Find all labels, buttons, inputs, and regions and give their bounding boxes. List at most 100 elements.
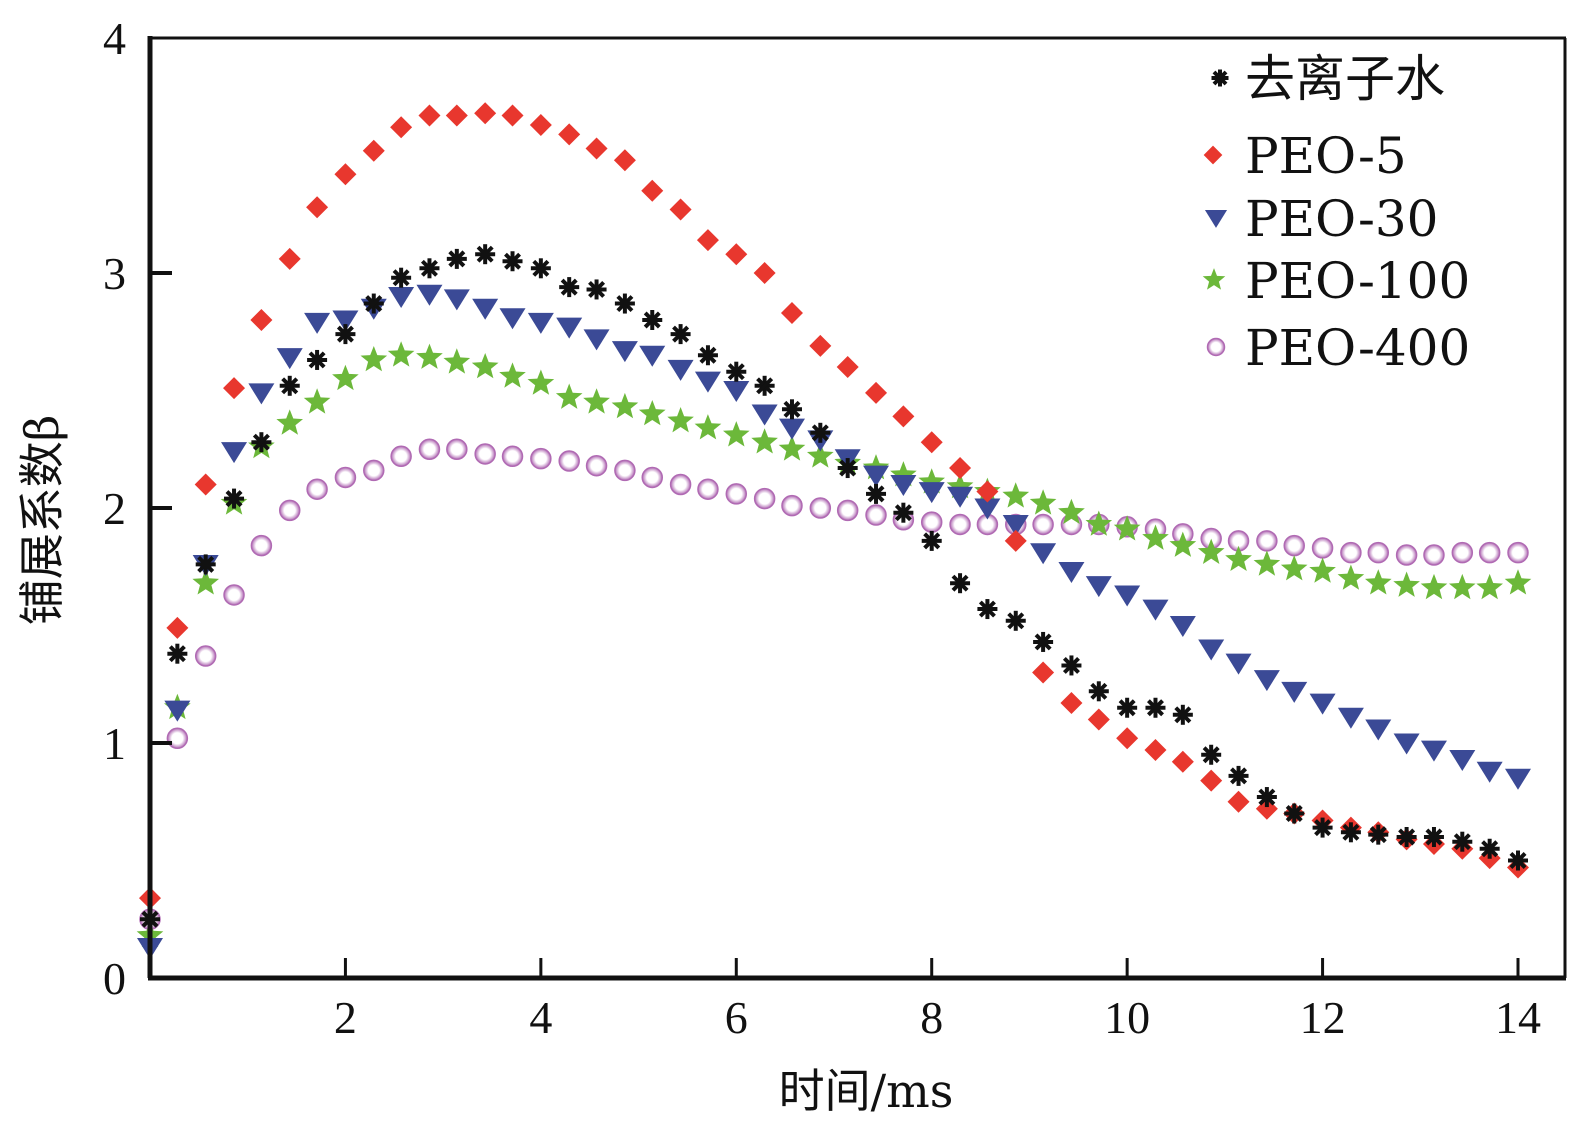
data-point <box>781 399 802 420</box>
data-point <box>388 287 415 309</box>
data-point <box>418 438 441 460</box>
legend-label: PEO-400 <box>1245 319 1470 377</box>
data-point <box>390 116 413 139</box>
data-point <box>390 445 412 468</box>
data-point <box>723 421 750 447</box>
y-tick-label: 2 <box>103 483 126 534</box>
data-point <box>1005 610 1026 631</box>
data-point <box>306 478 328 500</box>
data-point <box>445 104 468 127</box>
series-star <box>136 341 1532 947</box>
data-point <box>697 345 718 366</box>
data-point <box>530 258 551 279</box>
data-point <box>613 149 636 172</box>
data-point <box>1201 744 1222 765</box>
data-point <box>638 400 666 426</box>
data-point <box>224 488 245 509</box>
legend-diamond-icon <box>1203 145 1223 165</box>
data-point <box>641 466 664 489</box>
data-point <box>725 243 748 266</box>
data-point <box>810 422 831 443</box>
data-point <box>250 534 273 557</box>
data-point <box>893 502 914 523</box>
data-point <box>696 229 719 252</box>
data-point <box>754 375 775 396</box>
data-point <box>667 359 694 381</box>
y-tick-label: 0 <box>103 953 126 1004</box>
data-point <box>751 404 778 426</box>
data-point <box>248 383 275 405</box>
y-axis-title: 铺展系数β <box>15 415 69 626</box>
data-point <box>809 334 832 357</box>
data-point <box>949 457 972 480</box>
data-point <box>363 293 384 314</box>
data-point <box>1365 719 1392 741</box>
data-point <box>1087 708 1110 731</box>
series-diamond <box>139 102 1529 910</box>
x-tick-label: 6 <box>725 992 748 1043</box>
data-point <box>949 513 971 536</box>
data-point <box>892 405 915 428</box>
data-point <box>583 329 610 351</box>
legend-circle-icon <box>1206 337 1226 357</box>
data-point <box>363 459 385 482</box>
data-point <box>670 324 691 345</box>
data-point <box>443 348 471 374</box>
data-point <box>1225 653 1252 675</box>
legend-item: PEO-30 <box>1204 190 1438 248</box>
data-point <box>474 443 496 465</box>
data-point <box>194 645 217 667</box>
data-point <box>1337 707 1364 729</box>
data-point <box>1256 530 1278 552</box>
data-point <box>419 258 440 279</box>
data-point <box>1309 557 1336 583</box>
legend-item: PEO-100 <box>1202 252 1470 310</box>
data-point <box>1030 543 1057 565</box>
data-point <box>1172 704 1193 725</box>
legend-item: PEO-5 <box>1203 127 1407 185</box>
data-point <box>1116 727 1139 750</box>
data-point <box>753 487 776 510</box>
data-point <box>1145 697 1166 718</box>
data-point <box>1085 576 1112 598</box>
data-point <box>694 371 721 393</box>
data-point <box>1423 827 1444 847</box>
data-point <box>1281 681 1308 703</box>
data-point <box>1340 822 1361 843</box>
data-point <box>1228 765 1249 786</box>
data-point <box>890 461 917 487</box>
data-point <box>920 431 943 454</box>
data-point <box>1504 569 1532 595</box>
data-point <box>1312 817 1333 838</box>
y-tick-label: 1 <box>103 718 126 769</box>
data-point <box>1253 670 1280 692</box>
data-point <box>1393 571 1420 597</box>
data-point <box>946 472 974 499</box>
data-point <box>475 244 496 265</box>
data-point <box>780 301 803 324</box>
data-point <box>251 432 272 453</box>
data-point <box>1114 585 1141 607</box>
data-point <box>1476 761 1503 783</box>
legend-label: PEO-30 <box>1245 190 1438 248</box>
data-point <box>977 599 998 620</box>
data-point <box>642 310 663 330</box>
legend-item: PEO-400 <box>1206 319 1470 377</box>
data-point <box>1198 639 1225 661</box>
data-point <box>307 349 328 370</box>
data-point <box>1004 529 1027 552</box>
series-triangle-down <box>137 284 1531 959</box>
data-point <box>1452 831 1473 852</box>
data-point <box>501 445 524 468</box>
data-point <box>195 554 216 575</box>
data-point <box>1280 555 1308 581</box>
data-point <box>1197 538 1225 564</box>
legend-label: PEO-100 <box>1245 252 1470 310</box>
data-point <box>304 312 331 334</box>
data-point <box>1058 498 1085 524</box>
data-point <box>614 459 636 482</box>
data-point <box>809 497 832 519</box>
data-point <box>836 356 859 378</box>
data-point <box>1449 750 1476 771</box>
